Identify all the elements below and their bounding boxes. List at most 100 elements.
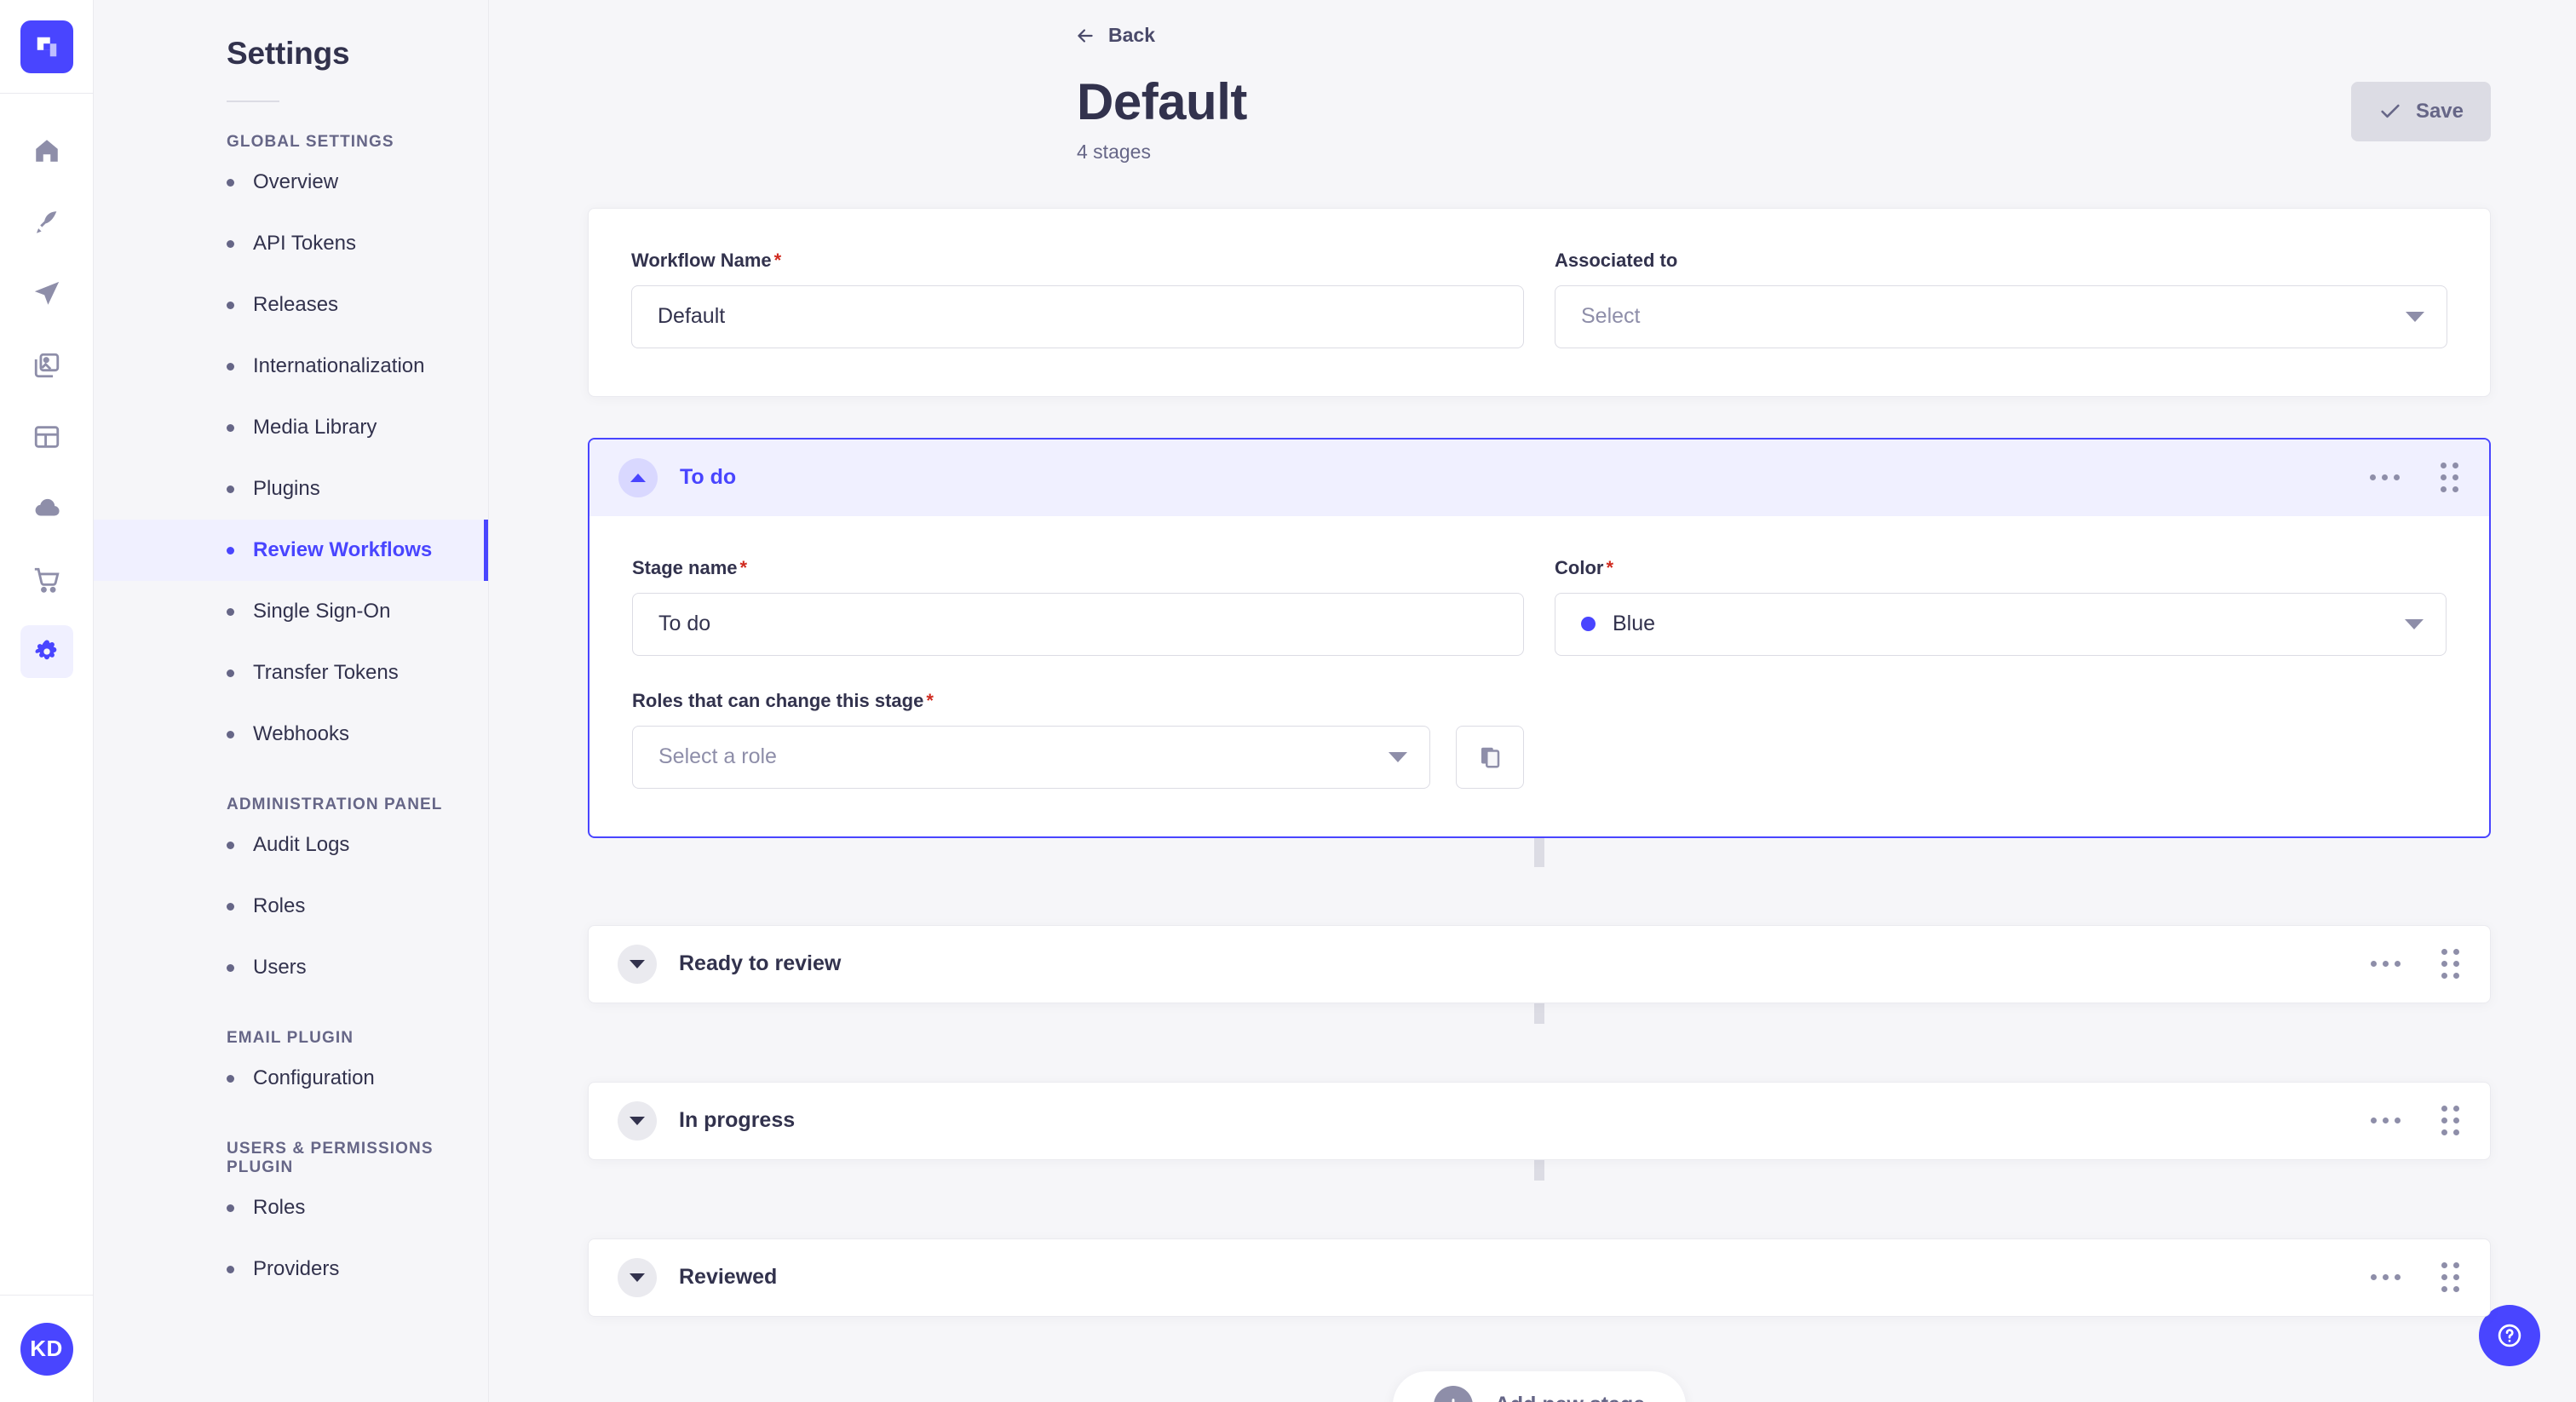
stage-color-field: Color * Blue <box>1555 557 2447 656</box>
home-icon[interactable] <box>20 124 73 177</box>
required-marker: * <box>926 689 934 711</box>
collapse-toggle-icon[interactable] <box>618 457 658 497</box>
workflow-name-label: Workflow Name * <box>631 250 1524 272</box>
required-marker: * <box>739 556 748 578</box>
stage-roles-select[interactable]: Select a role <box>632 725 1430 789</box>
stage-title: Ready to review <box>679 951 842 975</box>
expand-toggle-icon[interactable] <box>618 1257 657 1297</box>
workflow-name-field: Workflow Name * Default <box>631 250 1524 348</box>
back-link[interactable]: Back <box>1074 24 1155 47</box>
marketplace-icon[interactable] <box>20 554 73 606</box>
stages-list: To do Stage name * <box>588 437 2491 1317</box>
stage-name-label: Stage name * <box>632 557 1524 579</box>
sidebar-divider <box>227 101 279 102</box>
more-options-icon[interactable] <box>2370 474 2400 480</box>
add-new-stage-button[interactable]: Add new stage <box>1392 1370 1687 1402</box>
stage-header[interactable]: Reviewed <box>589 1239 2490 1316</box>
question-mark-icon[interactable] <box>2479 1305 2540 1366</box>
bullet-icon <box>227 178 234 187</box>
stage-title: To do <box>680 465 737 489</box>
stage-header[interactable]: In progress <box>589 1083 2490 1159</box>
stage-actions <box>2370 463 2458 492</box>
sidebar-item-roles[interactable]: Roles <box>94 876 488 937</box>
stage-actions <box>2371 1262 2459 1292</box>
stage-header[interactable]: Ready to review <box>589 926 2490 1003</box>
stage-item: In progress <box>588 1081 2491 1160</box>
primary-nav-rail: KD <box>0 0 94 1402</box>
expand-toggle-icon[interactable] <box>618 1100 657 1141</box>
media-library-icon[interactable] <box>20 339 73 392</box>
sidebar-item-label: API Tokens <box>253 232 356 255</box>
stage-roles-field: Roles that can change this stage * Select… <box>632 690 1524 789</box>
bullet-icon <box>227 902 234 911</box>
drag-handle-icon[interactable] <box>2441 949 2459 979</box>
add-new-stage-label: Add new stage <box>1495 1393 1645 1402</box>
stage-item: Reviewed <box>588 1238 2491 1317</box>
sidebar-item-review-workflows[interactable]: Review Workflows <box>94 520 488 581</box>
stage-item: Ready to review <box>588 924 2491 1003</box>
bullet-icon <box>227 1074 234 1083</box>
sidebar-item-internationalization[interactable]: Internationalization <box>94 336 488 397</box>
pages-icon[interactable] <box>20 411 73 463</box>
associated-to-label: Associated to <box>1555 249 1678 271</box>
expand-toggle-icon[interactable] <box>618 944 657 984</box>
stage-roles-label-text: Roles that can change this stage <box>632 689 924 711</box>
stage-roles-label: Roles that can change this stage * <box>632 690 1524 712</box>
stage-fields-row: Stage name * To do Color * <box>632 557 2447 656</box>
bullet-icon <box>227 1204 234 1212</box>
settings-icon[interactable] <box>20 625 73 678</box>
sidebar-item-audit-logs[interactable]: Audit Logs <box>94 814 488 876</box>
more-options-icon[interactable] <box>2371 961 2401 967</box>
avatar[interactable]: KD <box>20 1322 73 1376</box>
stage-name-input[interactable]: To do <box>632 592 1524 656</box>
sidebar-item-plugins[interactable]: Plugins <box>94 458 488 520</box>
more-options-icon[interactable] <box>2371 1118 2401 1123</box>
content-manager-icon[interactable] <box>20 196 73 249</box>
associated-to-select[interactable]: Select <box>1555 284 2447 348</box>
drag-handle-icon[interactable] <box>2441 1262 2459 1292</box>
sidebar-item-webhooks[interactable]: Webhooks <box>94 704 488 765</box>
content-type-builder-icon[interactable] <box>20 267 73 320</box>
bullet-icon <box>227 301 234 309</box>
drag-handle-icon[interactable] <box>2441 463 2458 492</box>
strapi-logo-icon[interactable] <box>20 20 73 73</box>
sidebar-item-users[interactable]: Users <box>94 937 488 998</box>
sidebar-item-overview[interactable]: Overview <box>94 152 488 213</box>
sidebar-item-label: Providers <box>253 1257 340 1280</box>
sidebar-item-api-tokens[interactable]: API Tokens <box>94 213 488 274</box>
rail-user-area: KD <box>0 1295 93 1402</box>
cloud-icon[interactable] <box>20 482 73 535</box>
stage-header[interactable]: To do <box>589 439 2489 516</box>
sidebar-item-single-sign-on[interactable]: Single Sign-On <box>94 581 488 642</box>
sidebar-item-providers[interactable]: Providers <box>94 1238 488 1300</box>
stage-body: Stage name * To do Color * <box>589 516 2489 836</box>
check-icon <box>2381 104 2400 118</box>
sidebar-item-label: Releases <box>253 293 339 316</box>
save-button[interactable]: Save <box>2350 81 2491 141</box>
stage-color-value: Blue <box>1613 612 1656 635</box>
sidebar-item-releases[interactable]: Releases <box>94 274 488 336</box>
workflow-content: Workflow Name * Default Associated to Sel… <box>489 207 2576 1402</box>
plus-icon <box>1433 1385 1473 1402</box>
stage-color-select[interactable]: Blue <box>1555 592 2447 656</box>
workflow-form-card: Workflow Name * Default Associated to Sel… <box>588 207 2491 397</box>
sidebar-item-label: Transfer Tokens <box>253 661 399 684</box>
sidebar-item-media-library[interactable]: Media Library <box>94 397 488 458</box>
save-label: Save <box>2415 99 2464 123</box>
bullet-icon <box>227 607 234 616</box>
sidebar-item-configuration[interactable]: Configuration <box>94 1048 488 1109</box>
workflow-name-input[interactable]: Default <box>631 284 1524 348</box>
stage-color-label-text: Color <box>1555 556 1604 578</box>
duplicate-icon[interactable] <box>1456 725 1524 789</box>
workflow-name-label-text: Workflow Name <box>631 249 772 271</box>
sidebar-item-up-roles[interactable]: Roles <box>94 1177 488 1238</box>
drag-handle-icon[interactable] <box>2441 1106 2459 1135</box>
sidebar-group-global-settings: GLOBAL SETTINGS Overview API Tokens Rele… <box>94 133 488 765</box>
more-options-icon[interactable] <box>2371 1274 2401 1280</box>
sidebar-item-transfer-tokens[interactable]: Transfer Tokens <box>94 642 488 704</box>
sidebar-group-label: ADMINISTRATION PANEL <box>227 796 443 813</box>
stage-item: To do Stage name * <box>588 437 2491 838</box>
sidebar-group-label: EMAIL PLUGIN <box>227 1029 354 1047</box>
sidebar-group-email-plugin: EMAIL PLUGIN Configuration <box>94 1029 488 1109</box>
